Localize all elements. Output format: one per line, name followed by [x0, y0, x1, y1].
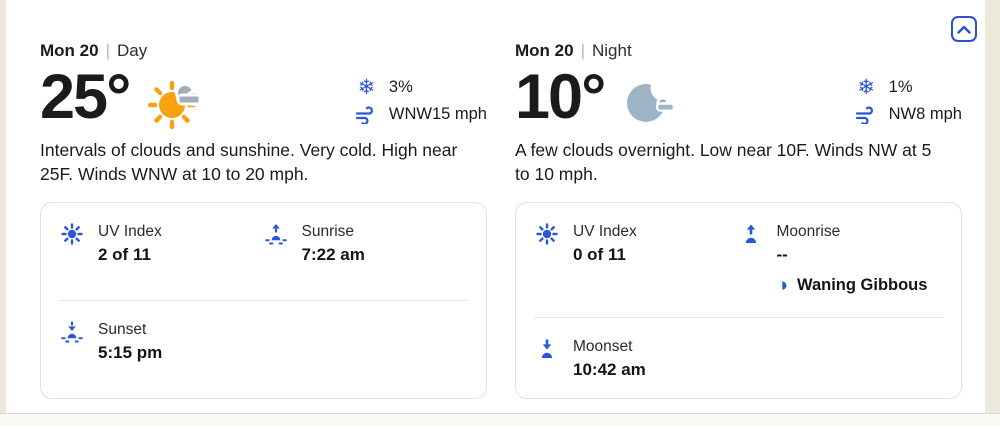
- sunset-item: Sunset 5:15 pm: [61, 320, 265, 398]
- moonrise-item: Moonrise -- ◑ Waning Gibbous: [740, 222, 944, 317]
- day-details-card: UV Index 2 of 11: [40, 202, 487, 399]
- night-metrics: ❄ 1% NW8 mph: [855, 77, 962, 124]
- night-header: Mon 20 | Night: [515, 41, 962, 61]
- day-date: Mon 20: [40, 41, 99, 60]
- uv-index-label: UV Index: [573, 223, 637, 240]
- day-wind: WNW15 mph: [355, 105, 487, 124]
- uv-index-text: UV Index 0 of 11: [573, 222, 637, 317]
- uv-index-value: 2 of 11: [98, 244, 151, 264]
- card-divider: [59, 300, 468, 301]
- moonset-value: 10:42 am: [573, 359, 646, 379]
- day-temp-row: 25°: [40, 62, 487, 132]
- moonset-text: Moonset 10:42 am: [573, 337, 646, 398]
- night-wind: NW8 mph: [855, 105, 962, 124]
- uv-index-label: UV Index: [98, 223, 162, 240]
- day-details-row-1: UV Index 2 of 11: [41, 203, 486, 300]
- snowflake-icon: ❄: [357, 76, 376, 99]
- sunset-label: Sunset: [98, 321, 147, 338]
- day-metrics: ❄ 3% WNW15 mph: [355, 77, 487, 124]
- daily-forecast-panel: Mon 20 | Day 25°: [6, 0, 985, 413]
- moon-phase-label: Waning Gibbous: [796, 275, 928, 294]
- chevron-up-icon: [957, 25, 971, 34]
- moonrise-value: --: [776, 244, 788, 264]
- moonrise-label: Moonrise: [776, 223, 841, 240]
- partly-cloudy-day-icon: [145, 68, 207, 130]
- sunrise-value: 7:22 am: [301, 244, 365, 264]
- moon-phase: ◑ Waning Gibbous: [777, 276, 928, 295]
- sunset-text: Sunset 5:15 pm: [98, 320, 162, 398]
- night-precip: ❄ 1%: [855, 77, 962, 98]
- night-details-row-2: Moonset 10:42 am: [516, 318, 961, 398]
- day-precip-value: 3%: [388, 78, 413, 96]
- night-forecast: Mon 20 | Night 10°: [515, 41, 962, 399]
- moonset-label: Moonset: [573, 338, 633, 355]
- moonset-item: Moonset 10:42 am: [536, 337, 740, 398]
- uv-index-item: UV Index 0 of 11: [536, 222, 740, 317]
- night-temperature: 10°: [515, 62, 606, 132]
- day-forecast: Mon 20 | Day 25°: [40, 41, 487, 399]
- uv-index-text: UV Index 2 of 11: [98, 222, 162, 300]
- page-background: Mon 20 | Day 25°: [6, 0, 985, 413]
- day-details-row-2: Sunset 5:15 pm: [41, 301, 486, 398]
- collapse-panel-button[interactable]: [951, 16, 977, 42]
- night-date: Mon 20: [515, 41, 574, 60]
- uv-index-icon: [536, 222, 558, 317]
- sunrise-label: Sunrise: [301, 223, 355, 240]
- sunset-icon: [61, 320, 83, 398]
- day-precip: ❄ 3%: [355, 77, 487, 98]
- sunrise-item: Sunrise 7:22 am: [264, 222, 469, 300]
- moonset-icon: [536, 337, 558, 398]
- night-wind-value: NW8 mph: [888, 105, 962, 123]
- waning-gibbous-icon: ◑: [776, 274, 788, 296]
- day-header: Mon 20 | Day: [40, 41, 487, 61]
- card-divider: [534, 317, 943, 318]
- wind-icon: [855, 105, 878, 124]
- uv-index-value: 0 of 11: [573, 244, 626, 264]
- sunset-value: 5:15 pm: [98, 342, 163, 362]
- night-details-card: UV Index 0 of 11: [515, 202, 962, 399]
- header-separator: |: [580, 41, 585, 60]
- night-details-row-1: UV Index 0 of 11: [516, 203, 961, 317]
- day-temperature: 25°: [40, 62, 131, 132]
- night-precip-value: 1%: [888, 78, 913, 96]
- night-temp-row: 10°: [515, 62, 962, 132]
- sunrise-icon: [264, 222, 287, 300]
- day-wind-value: WNW15 mph: [388, 105, 487, 123]
- day-narrative: Intervals of clouds and sunshine. Very c…: [40, 140, 458, 184]
- uv-index-item: UV Index 2 of 11: [61, 222, 265, 300]
- next-section-edge: [0, 413, 1000, 426]
- sunrise-text: Sunrise 7:22 am: [302, 222, 365, 300]
- day-period-label: Day: [116, 41, 148, 60]
- moonrise-text: Moonrise -- ◑ Waning Gibbous: [777, 222, 928, 317]
- night-period-label: Night: [591, 41, 632, 60]
- uv-index-icon: [61, 222, 83, 300]
- moonrise-icon: [740, 222, 762, 317]
- forecast-columns: Mon 20 | Day 25°: [40, 41, 962, 399]
- header-separator: |: [105, 41, 110, 60]
- night-narrative: A few clouds overnight. Low near 10F. Wi…: [515, 140, 932, 184]
- snowflake-icon: ❄: [857, 76, 875, 99]
- mostly-clear-night-icon: [620, 68, 682, 130]
- wind-icon: [355, 105, 378, 124]
